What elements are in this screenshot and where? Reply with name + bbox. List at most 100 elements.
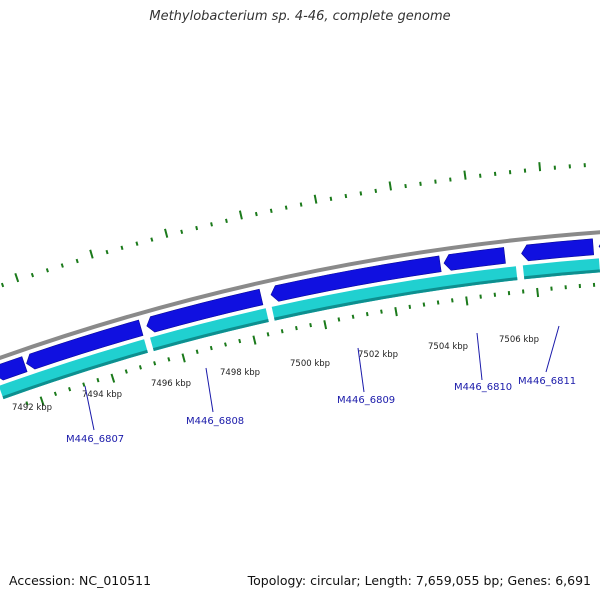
inner-tick	[337, 317, 341, 322]
forward-gene-arrow	[443, 247, 506, 271]
forward-gene-arrow	[0, 356, 28, 381]
scale-label: 7496 kbp	[151, 379, 191, 389]
inner-tick	[68, 386, 72, 392]
inner-tick	[266, 332, 270, 337]
scale-label: 7492 kbp	[12, 403, 52, 413]
outer-tick	[195, 225, 199, 231]
inner-tick	[422, 302, 426, 307]
outer-tick	[449, 177, 452, 182]
outer-ticks	[0, 162, 586, 288]
outer-tick	[225, 218, 228, 224]
outer-tick	[14, 272, 20, 283]
gene-labels: M446_6807 M446_6808 M446_6809 M446_6810 M446…	[66, 325, 576, 445]
gene-leader-line	[476, 332, 483, 381]
inner-tick	[479, 294, 482, 299]
inner-tick	[351, 314, 355, 319]
outer-tick	[254, 211, 258, 217]
genome-backbone	[0, 230, 600, 361]
inner-tick	[53, 391, 58, 397]
outer-tick	[105, 249, 109, 255]
outer-tick	[463, 170, 467, 180]
gene-leader-line	[357, 347, 365, 393]
scale-label: 7502 kbp	[358, 350, 398, 360]
inner-tick	[238, 338, 242, 344]
inner-tick	[124, 369, 128, 374]
inner-tick	[436, 300, 440, 305]
outer-tick	[164, 228, 169, 238]
outer-tick	[344, 193, 348, 199]
outer-tick	[313, 194, 318, 204]
outer-tick	[329, 196, 333, 201]
scale-label: 7506 kbp	[499, 335, 539, 345]
scale-label: 7500 kbp	[290, 359, 330, 369]
outer-tick	[479, 173, 482, 178]
outer-tick	[0, 282, 5, 288]
inner-tick	[465, 296, 469, 306]
outer-tick	[75, 258, 79, 264]
outer-tick	[419, 181, 422, 186]
outer-tick	[538, 162, 542, 172]
map-title: Methylobacterium sp. 4-46, complete geno…	[149, 9, 451, 24]
forward-gene-track	[0, 238, 600, 381]
scale-label: 7494 kbp	[82, 390, 122, 400]
inner-tick	[280, 329, 284, 334]
reverse-track-band	[522, 258, 600, 280]
inner-tick	[181, 353, 186, 363]
inner-tick	[536, 287, 540, 298]
inner-tick	[323, 320, 328, 330]
inner-tick	[25, 401, 29, 406]
gene-label: M446_6811	[518, 376, 576, 387]
forward-gene-arrow	[521, 238, 595, 262]
inner-tick	[153, 361, 157, 366]
outer-tick	[269, 208, 273, 214]
inner-tick	[309, 322, 312, 328]
inner-tick	[394, 307, 398, 317]
scale-labels: 7492 kbp 7494 kbp 7496 kbp 7498 kbp 7500 kbp…	[12, 335, 539, 413]
reverse-track	[0, 258, 600, 400]
inner-tick	[493, 292, 497, 297]
accession-text: Accession: NC_010511	[9, 573, 152, 588]
inner-ticks	[25, 282, 596, 406]
gene-label: M446_6807	[66, 434, 124, 445]
outer-tick	[299, 202, 303, 207]
inner-tick	[295, 325, 298, 331]
gene-label: M446_6809	[337, 395, 395, 406]
inner-tick	[96, 377, 100, 383]
inner-tick	[195, 349, 199, 354]
reverse-track-edge	[152, 319, 269, 352]
gene-leader-line	[545, 325, 560, 373]
inner-tick	[110, 373, 116, 383]
outer-tick	[359, 191, 363, 196]
inner-tick	[408, 304, 412, 309]
gene-label: M446_6808	[186, 416, 244, 427]
forward-gene-arrow	[26, 319, 144, 370]
outer-tick	[210, 222, 213, 227]
outer-tick	[493, 171, 497, 177]
outer-tick	[135, 241, 139, 246]
outer-tick	[30, 272, 35, 278]
outer-tick	[404, 183, 407, 189]
inner-tick	[365, 312, 369, 317]
outer-tick	[374, 188, 378, 193]
scale-label: 7498 kbp	[220, 368, 260, 378]
inner-tick	[138, 365, 142, 370]
reverse-track-edge	[2, 349, 148, 400]
reverse-track-band	[150, 308, 269, 352]
inner-tick	[167, 357, 171, 362]
outer-tick	[284, 205, 288, 210]
reverse-track-edge	[274, 277, 518, 321]
outer-tick	[180, 229, 184, 234]
inner-tick	[209, 345, 213, 351]
outer-tick	[434, 179, 437, 184]
outer-tick	[120, 245, 124, 251]
inner-tick	[380, 309, 383, 314]
outer-tick	[60, 263, 64, 268]
inner-tick	[224, 342, 227, 347]
genome-summary: Topology: circular; Length: 7,659,055 bp…	[247, 573, 591, 588]
outer-tick	[45, 268, 49, 273]
reverse-track-band	[0, 339, 148, 400]
inner-tick	[252, 335, 257, 345]
outer-tick	[150, 237, 154, 242]
outer-tick	[238, 210, 243, 220]
